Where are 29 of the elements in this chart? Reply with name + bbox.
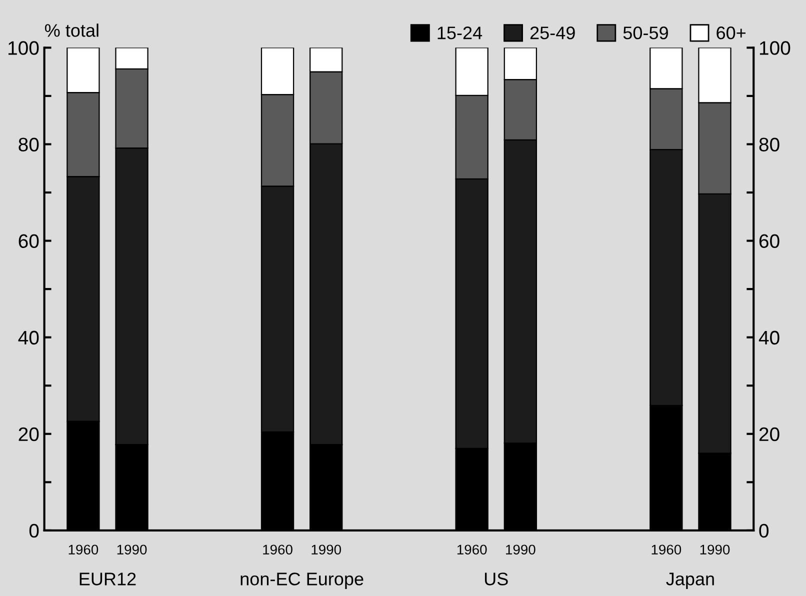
x-tick-label: 1960 (457, 544, 487, 555)
y2-tick-label: 40 (758, 330, 780, 345)
x-tick-label: 1990 (117, 544, 147, 555)
y2-tick-label: 80 (759, 138, 780, 152)
x-tick-label: 1960 (263, 544, 292, 555)
y-tick-label: 100 (8, 41, 39, 55)
x-tick-label: 1990 (312, 544, 342, 555)
legend-label: 60+ (716, 26, 746, 40)
text: US (484, 572, 508, 586)
x-tick-label: 1960 (652, 544, 682, 555)
text: EUR12 (80, 572, 136, 586)
y-tick-label: 60 (18, 234, 39, 248)
y2-tick-label: 60 (759, 234, 780, 248)
text: Japan (666, 572, 714, 589)
y-tick-label: 0 (29, 524, 39, 538)
x-tick-label: 1960 (68, 544, 98, 555)
y-axis-title: % total (44, 24, 98, 37)
y2-tick-label: 100 (760, 41, 790, 55)
y2-tick-label: 0 (759, 524, 769, 538)
y-tick-label: 40 (18, 330, 39, 345)
legend-label: 50-59 (623, 26, 668, 40)
y2-tick-label: 20 (759, 427, 780, 442)
text: non-EC Europe (240, 572, 364, 589)
x-tick-label: 1990 (700, 544, 730, 555)
y-tick-label: 80 (18, 138, 39, 152)
legend-label: 15-24 (438, 26, 482, 40)
x-tick-label: 1990 (506, 544, 536, 555)
legend-label: 25-49 (530, 26, 575, 40)
y-tick-label: 20 (18, 427, 39, 442)
